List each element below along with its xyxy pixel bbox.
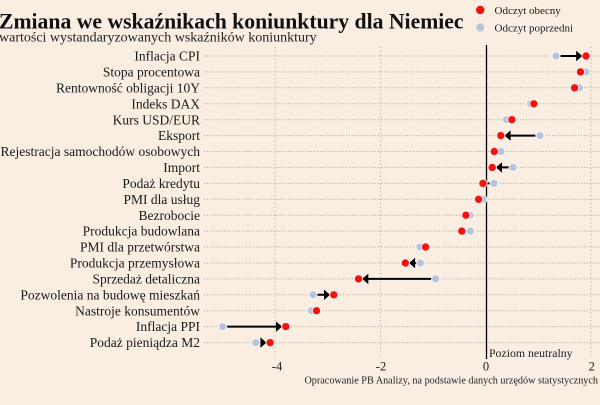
svg-text:Inflacja PPI: Inflacja PPI — [136, 319, 201, 334]
svg-text:Zmiana we wskaźnikach koniunkt: Zmiana we wskaźnikach koniunktury dla Ni… — [0, 10, 464, 34]
svg-text:Bezrobocie: Bezrobocie — [139, 208, 200, 223]
svg-text:Podaż kredytu: Podaż kredytu — [122, 176, 200, 191]
svg-text:wartości wystandaryzowanych ws: wartości wystandaryzowanych wskaźników k… — [0, 31, 317, 46]
svg-text:0: 0 — [483, 360, 489, 374]
svg-text:Poziom neutralny: Poziom neutralny — [489, 346, 573, 360]
svg-text:-2: -2 — [376, 360, 386, 374]
svg-text:Opracowanie PB Analizy, na pod: Opracowanie PB Analizy, na podstawie dan… — [304, 376, 598, 387]
svg-text:Produkcja przemysłowa: Produkcja przemysłowa — [70, 256, 200, 271]
svg-text:Nastroje konsumentów: Nastroje konsumentów — [75, 303, 200, 318]
svg-text:PMI dla usług: PMI dla usług — [123, 192, 200, 207]
svg-text:Inflacja CPI: Inflacja CPI — [134, 49, 200, 64]
svg-text:Eksport: Eksport — [158, 128, 200, 143]
svg-text:Kurs USD/EUR: Kurs USD/EUR — [113, 112, 200, 127]
svg-text:Indeks DAX: Indeks DAX — [131, 96, 200, 111]
svg-text:Podaż pieniądza M2: Podaż pieniądza M2 — [90, 335, 200, 350]
svg-text:Rejestracja samochodów osobowy: Rejestracja samochodów osobowych — [1, 144, 201, 159]
svg-text:PMI dla przetwórstwa: PMI dla przetwórstwa — [80, 240, 200, 255]
svg-text:Rentowność obligacji 10Y: Rentowność obligacji 10Y — [56, 80, 200, 95]
svg-text:Sprzedaż detaliczna: Sprzedaż detaliczna — [92, 272, 200, 287]
svg-text:Pozwolenia na budowę mieszkań: Pozwolenia na budowę mieszkań — [20, 287, 200, 302]
svg-text:Odczyt poprzedni: Odczyt poprzedni — [495, 22, 574, 34]
svg-text:Import: Import — [163, 160, 200, 175]
svg-text:Odczyt obecny: Odczyt obecny — [495, 5, 562, 17]
svg-text:Produkcja budowlana: Produkcja budowlana — [83, 224, 200, 239]
svg-text:Stopa procentowa: Stopa procentowa — [103, 65, 200, 80]
svg-text:-4: -4 — [272, 360, 283, 374]
svg-text:2: 2 — [589, 360, 595, 374]
